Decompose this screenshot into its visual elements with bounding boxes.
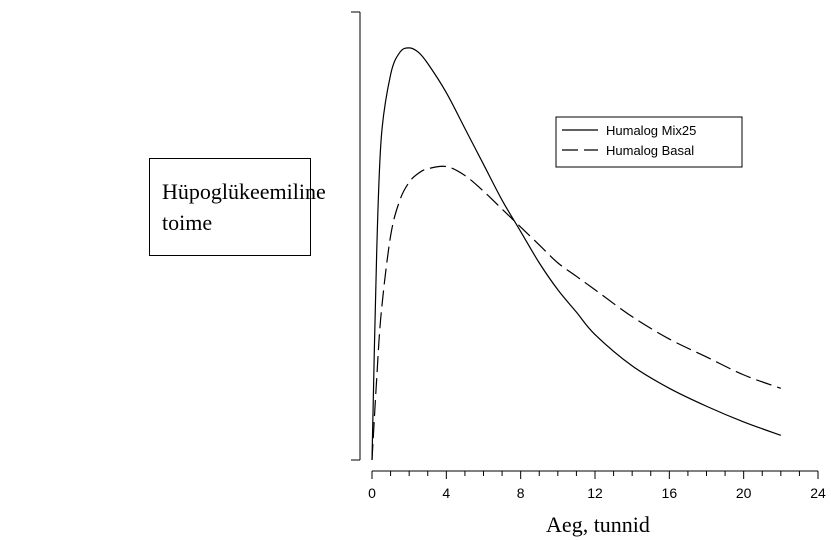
series-layer	[371, 47, 782, 461]
legend-box	[555, 116, 743, 168]
x-tick-label: 4	[442, 485, 450, 501]
x-axis-label: Aeg, tunnid	[546, 512, 650, 537]
x-tick-label: 24	[810, 485, 826, 501]
y-axis-label-box: Hüpoglükeemiline toime	[149, 158, 326, 256]
x-tick-label: 20	[736, 485, 752, 501]
series-line-mix25	[371, 47, 782, 461]
legend-label: Humalog Mix25	[606, 123, 696, 138]
legend-label: Humalog Basal	[606, 143, 694, 158]
chart-axes: 0 4 8 12 16 20 24	[351, 11, 826, 501]
x-tick-label: 12	[587, 485, 603, 501]
x-tick-label: 0	[368, 485, 376, 501]
x-tick-label: 16	[662, 485, 678, 501]
x-tick-label: 8	[517, 485, 525, 501]
y-axis-label: Hüpoglükeemiline toime	[162, 179, 326, 235]
series-line-basal	[371, 165, 782, 461]
legend: Humalog Mix25 Humalog Basal	[555, 116, 743, 168]
